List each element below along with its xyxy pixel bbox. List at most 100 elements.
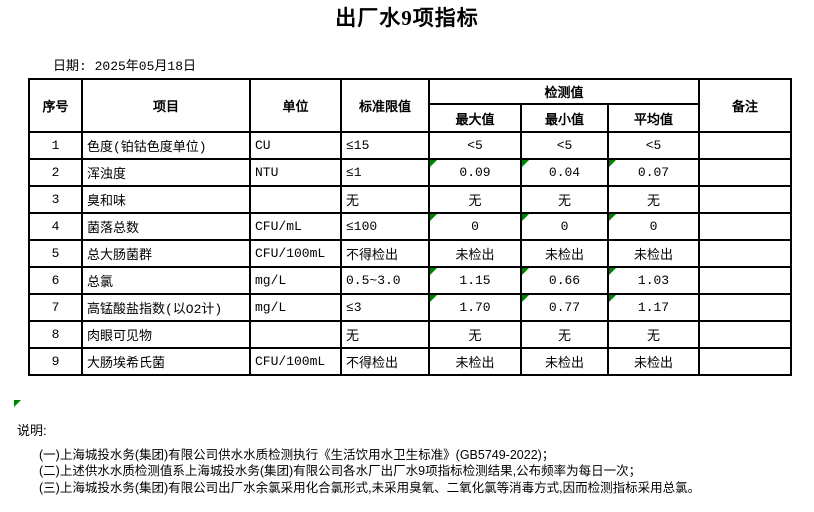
table-row: 2 浑浊度 NTU ≤1 0.09 0.04 0.07 [28, 158, 793, 187]
cell-min-value: 0.04 [520, 158, 609, 187]
cell-limit: 0.5~3.0 [340, 266, 430, 295]
note-line-3: (三)上海城投水务(集团)有限公司出厂水余氯采用化合氯形式,未采用臭氧、二氧化氯… [39, 480, 701, 495]
green-flag-triangle [610, 269, 616, 275]
cell-unit [249, 185, 342, 214]
cell-remark [698, 347, 793, 376]
green-flag-triangle [610, 215, 616, 221]
cell-item: 总大肠菌群 [81, 239, 251, 268]
cell-seq: 7 [28, 293, 83, 322]
col-header-seq: 序号 [28, 78, 83, 133]
table-row: 3 臭和味 无 无 无 无 [28, 185, 793, 214]
table-row: 5 总大肠菌群 CFU/100mL 不得检出 未检出 未检出 未检出 [28, 239, 793, 268]
cell-remark [698, 131, 793, 160]
cell-max-value: <5 [428, 131, 522, 160]
cell-seq: 1 [28, 131, 83, 160]
cell-seq: 4 [28, 212, 83, 241]
cell-max-value: 1.15 [428, 266, 522, 295]
cell-unit: CU [249, 131, 342, 160]
cell-unit: CFU/100mL [249, 239, 342, 268]
cell-limit: ≤1 [340, 158, 430, 187]
cell-seq: 3 [28, 185, 83, 214]
cell-max-value: 0 [428, 212, 522, 241]
green-flag-triangle [523, 215, 529, 221]
cell-avg-value: 无 [606, 185, 701, 214]
date-label: 日期: 2025年05月18日 [53, 59, 197, 74]
green-flag-triangle [610, 161, 616, 167]
cell-remark [698, 158, 793, 187]
cell-max-value: 无 [428, 320, 522, 349]
table-row: 6 总氯 mg/L 0.5~3.0 1.15 0.66 1.03 [28, 266, 793, 295]
cell-avg-value: 1.17 [606, 293, 701, 322]
cell-avg-value: 未检出 [606, 347, 701, 376]
stray-green-flag-triangle [14, 400, 21, 407]
cell-avg-value: <5 [606, 131, 701, 160]
green-flag-triangle [431, 269, 437, 275]
note-line-1: (一)上海城投水务(集团)有限公司供水水质检测执行《生活饮用水卫生标准》(GB5… [39, 448, 555, 462]
cell-limit: ≤15 [340, 131, 430, 160]
cell-item: 总氯 [81, 266, 251, 295]
cell-unit: NTU [249, 158, 342, 187]
cell-seq: 2 [28, 158, 83, 187]
cell-limit: 无 [340, 185, 430, 214]
col-header-remark: 备注 [698, 78, 793, 133]
col-header-limit: 标准限值 [340, 78, 430, 133]
note-line-2: (二)上述供水水质检测值系上海城投水务(集团)有限公司各水厂出厂水9项指标检测结… [39, 464, 642, 479]
cell-limit: 不得检出 [340, 239, 430, 268]
cell-limit: ≤100 [340, 212, 430, 241]
header-row-top: 序号 项目 单位 标准限值 检测值 备注 [28, 78, 793, 133]
green-flag-triangle [431, 215, 437, 221]
cell-item: 色度(铂钴色度单位) [81, 131, 251, 160]
table-row: 8 肉眼可见物 无 无 无 无 [28, 320, 793, 349]
cell-item: 浑浊度 [81, 158, 251, 187]
cell-avg-value: 1.03 [606, 266, 701, 295]
cell-min-value: 0.77 [520, 293, 609, 322]
notes-block: (一)上海城投水务(集团)有限公司供水水质检测执行《生活饮用水卫生标准》(GB5… [39, 447, 700, 496]
green-flag-triangle [523, 269, 529, 275]
cell-seq: 8 [28, 320, 83, 349]
cell-max-value: 无 [428, 185, 522, 214]
header-row-sub: 最大值 最小值 平均值 [29, 103, 791, 133]
cell-unit: CFU/100mL [249, 347, 342, 376]
notes-label: 说明: [17, 423, 47, 438]
col-header-item: 项目 [81, 78, 251, 133]
cell-min-value: 无 [520, 320, 609, 349]
col-header-min: 最小值 [520, 103, 609, 133]
cell-unit [249, 320, 342, 349]
col-header-detection: 检测值 [427, 78, 701, 105]
table-row: 7 高锰酸盐指数(以O2计) mg/L ≤3 1.70 0.77 1.17 [28, 293, 793, 322]
table-row: 1 色度(铂钴色度单位) CU ≤15 <5 <5 <5 [28, 131, 793, 160]
cell-seq: 5 [28, 239, 83, 268]
cell-avg-value: 无 [606, 320, 701, 349]
cell-min-value: 0.66 [520, 266, 609, 295]
water-quality-table: 序号 项目 单位 标准限值 检测值 备注 最大值 最小值 平均值 1 色度(铂钴… [28, 78, 793, 376]
table-row: 9 大肠埃希氏菌 CFU/100mL 不得检出 未检出 未检出 未检出 [28, 347, 793, 376]
col-header-unit: 单位 [249, 78, 342, 133]
cell-max-value: 未检出 [428, 347, 522, 376]
cell-avg-value: 未检出 [606, 239, 701, 268]
cell-remark [698, 239, 793, 268]
col-header-avg: 平均值 [606, 103, 701, 133]
table-row: 4 菌落总数 CFU/mL ≤100 0 0 0 [28, 212, 793, 241]
page-title: 出厂水9项指标 [335, 6, 479, 30]
cell-seq: 9 [28, 347, 83, 376]
cell-min-value: 无 [520, 185, 609, 214]
col-header-max: 最大值 [428, 103, 522, 133]
cell-seq: 6 [28, 266, 83, 295]
cell-avg-value: 0.07 [606, 158, 701, 187]
green-flag-triangle [523, 161, 529, 167]
cell-avg-value: 0 [606, 212, 701, 241]
cell-limit: 不得检出 [340, 347, 430, 376]
cell-item: 肉眼可见物 [81, 320, 251, 349]
cell-remark [698, 266, 793, 295]
cell-limit: ≤3 [340, 293, 430, 322]
cell-min-value: 未检出 [520, 239, 609, 268]
cell-unit: mg/L [249, 266, 342, 295]
cell-item: 菌落总数 [81, 212, 251, 241]
cell-remark [698, 185, 793, 214]
cell-max-value: 1.70 [428, 293, 522, 322]
cell-limit: 无 [340, 320, 430, 349]
cell-min-value: 0 [520, 212, 609, 241]
cell-remark [698, 212, 793, 241]
green-flag-triangle [523, 296, 529, 302]
